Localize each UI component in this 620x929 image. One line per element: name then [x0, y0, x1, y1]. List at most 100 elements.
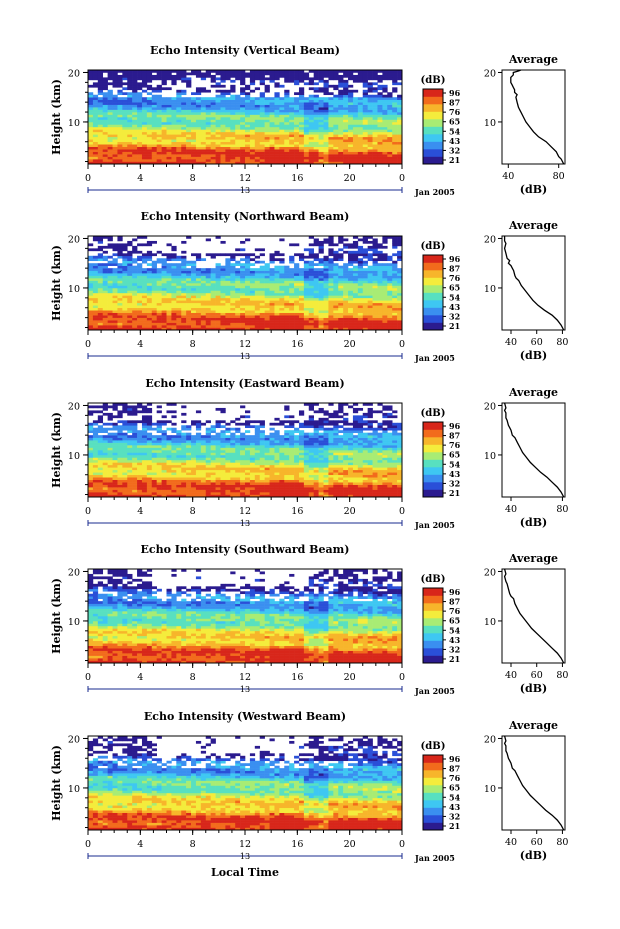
heatmap-cell [200, 151, 207, 155]
heatmap-cell [264, 134, 270, 138]
heatmap-cell [392, 300, 398, 304]
heatmap-cell [151, 268, 157, 271]
heatmap-cell [318, 112, 324, 115]
heatmap-cell [220, 109, 226, 113]
heatmap-cell [284, 126, 290, 130]
heatmap-cell [215, 70, 221, 73]
heatmap-cell [328, 124, 334, 128]
heatmap-cell [161, 87, 167, 91]
heatmap-cell [259, 156, 265, 160]
heatmap-cell [298, 307, 305, 311]
heatmap-cell [338, 479, 344, 483]
heatmap-cell [357, 287, 364, 291]
heatmap-cell [254, 107, 261, 110]
heatmap-cell [367, 278, 373, 281]
heatmap-cell [161, 327, 167, 331]
heatmap-cell [210, 270, 216, 274]
heatmap-cell [166, 121, 172, 125]
heatmap-cell [176, 131, 182, 135]
heatmap-cell [352, 273, 359, 276]
heatmap-cell [171, 258, 177, 262]
heatmap-cell [132, 283, 138, 286]
heatmap-cell [397, 238, 403, 242]
heatmap-cell [362, 320, 368, 323]
heatmap-cell [259, 479, 265, 483]
heatmap-cell [156, 327, 162, 331]
heatmap-cell [220, 114, 226, 118]
heatmap-cell [225, 270, 231, 274]
heatmap-cell [348, 134, 354, 138]
heatmap-cell [377, 280, 383, 284]
heatmap-cell [279, 312, 285, 316]
heatmap-cell [127, 117, 133, 120]
heatmap-cell [230, 149, 236, 152]
heatmap-cell [156, 317, 162, 321]
heatmap-cell [377, 161, 383, 165]
heatmap-cell [151, 141, 157, 145]
heatmap-cell [367, 320, 373, 323]
heatmap-cell [245, 287, 251, 291]
heatmap-cell [215, 484, 221, 488]
heatmap-cell [161, 70, 167, 73]
heatmap-cell [156, 300, 162, 304]
heatmap-cell [397, 102, 403, 105]
heatmap-cell [146, 156, 153, 160]
heatmap-cell [294, 494, 300, 498]
heatmap-cell [240, 107, 246, 110]
heatmap-cell [372, 87, 378, 91]
heatmap-cell [240, 112, 246, 115]
heatmap-cell [220, 322, 226, 326]
heatmap-cell [343, 79, 349, 83]
heatmap-cell [328, 273, 334, 276]
heatmap-cell [210, 317, 216, 321]
heatmap-cell [323, 240, 329, 244]
heatmap-cell [112, 129, 118, 133]
heatmap-cell [156, 292, 162, 296]
heatmap-cell [289, 161, 295, 165]
heatmap-cell [382, 307, 388, 311]
heatmap-cell [323, 89, 329, 93]
heatmap-cell [289, 472, 295, 476]
heatmap-cell [117, 302, 123, 306]
heatmap-cell [313, 72, 319, 76]
heatmap-cell [377, 149, 383, 152]
heatmap-cell [254, 484, 261, 488]
heatmap-cell [259, 248, 265, 252]
heatmap-cell [225, 119, 231, 123]
heatmap-cell [294, 70, 300, 73]
heatmap-cell [303, 129, 310, 133]
y-tick-label: 20 [68, 68, 80, 79]
heatmap-cell [338, 159, 344, 162]
heatmap-cell [88, 297, 94, 301]
heatmap-cell [343, 149, 349, 152]
heatmap-cell [151, 307, 157, 311]
heatmap-cell [289, 474, 295, 478]
heatmap-cell [372, 102, 378, 105]
heatmap-cell [112, 84, 118, 88]
heatmap-cell [195, 300, 202, 304]
heatmap-cell [166, 479, 172, 483]
heatmap-cell [102, 474, 108, 478]
heatmap-cell [269, 312, 275, 316]
heatmap-cell [166, 146, 172, 150]
heatmap-cell [240, 290, 246, 294]
heatmap-cell [141, 278, 148, 281]
heatmap-cell [377, 484, 383, 488]
heatmap-cell [161, 283, 167, 286]
heatmap-cell [352, 156, 359, 160]
heatmap-cell [298, 268, 305, 271]
heatmap-cell [372, 270, 378, 274]
heatmap-cell [259, 114, 265, 118]
heatmap-cell [357, 492, 364, 495]
heatmap-cell [240, 472, 246, 476]
heatmap-cell [235, 482, 241, 485]
heatmap-cell [195, 472, 202, 476]
heatmap-cell [132, 245, 138, 249]
heatmap-cell [338, 292, 344, 296]
heatmap-cell [137, 144, 143, 147]
heatmap-cell [235, 109, 241, 113]
heatmap-cell [225, 287, 231, 291]
heatmap-cell [284, 141, 290, 145]
heatmap-cell [230, 159, 236, 162]
heatmap-cell [230, 119, 236, 123]
